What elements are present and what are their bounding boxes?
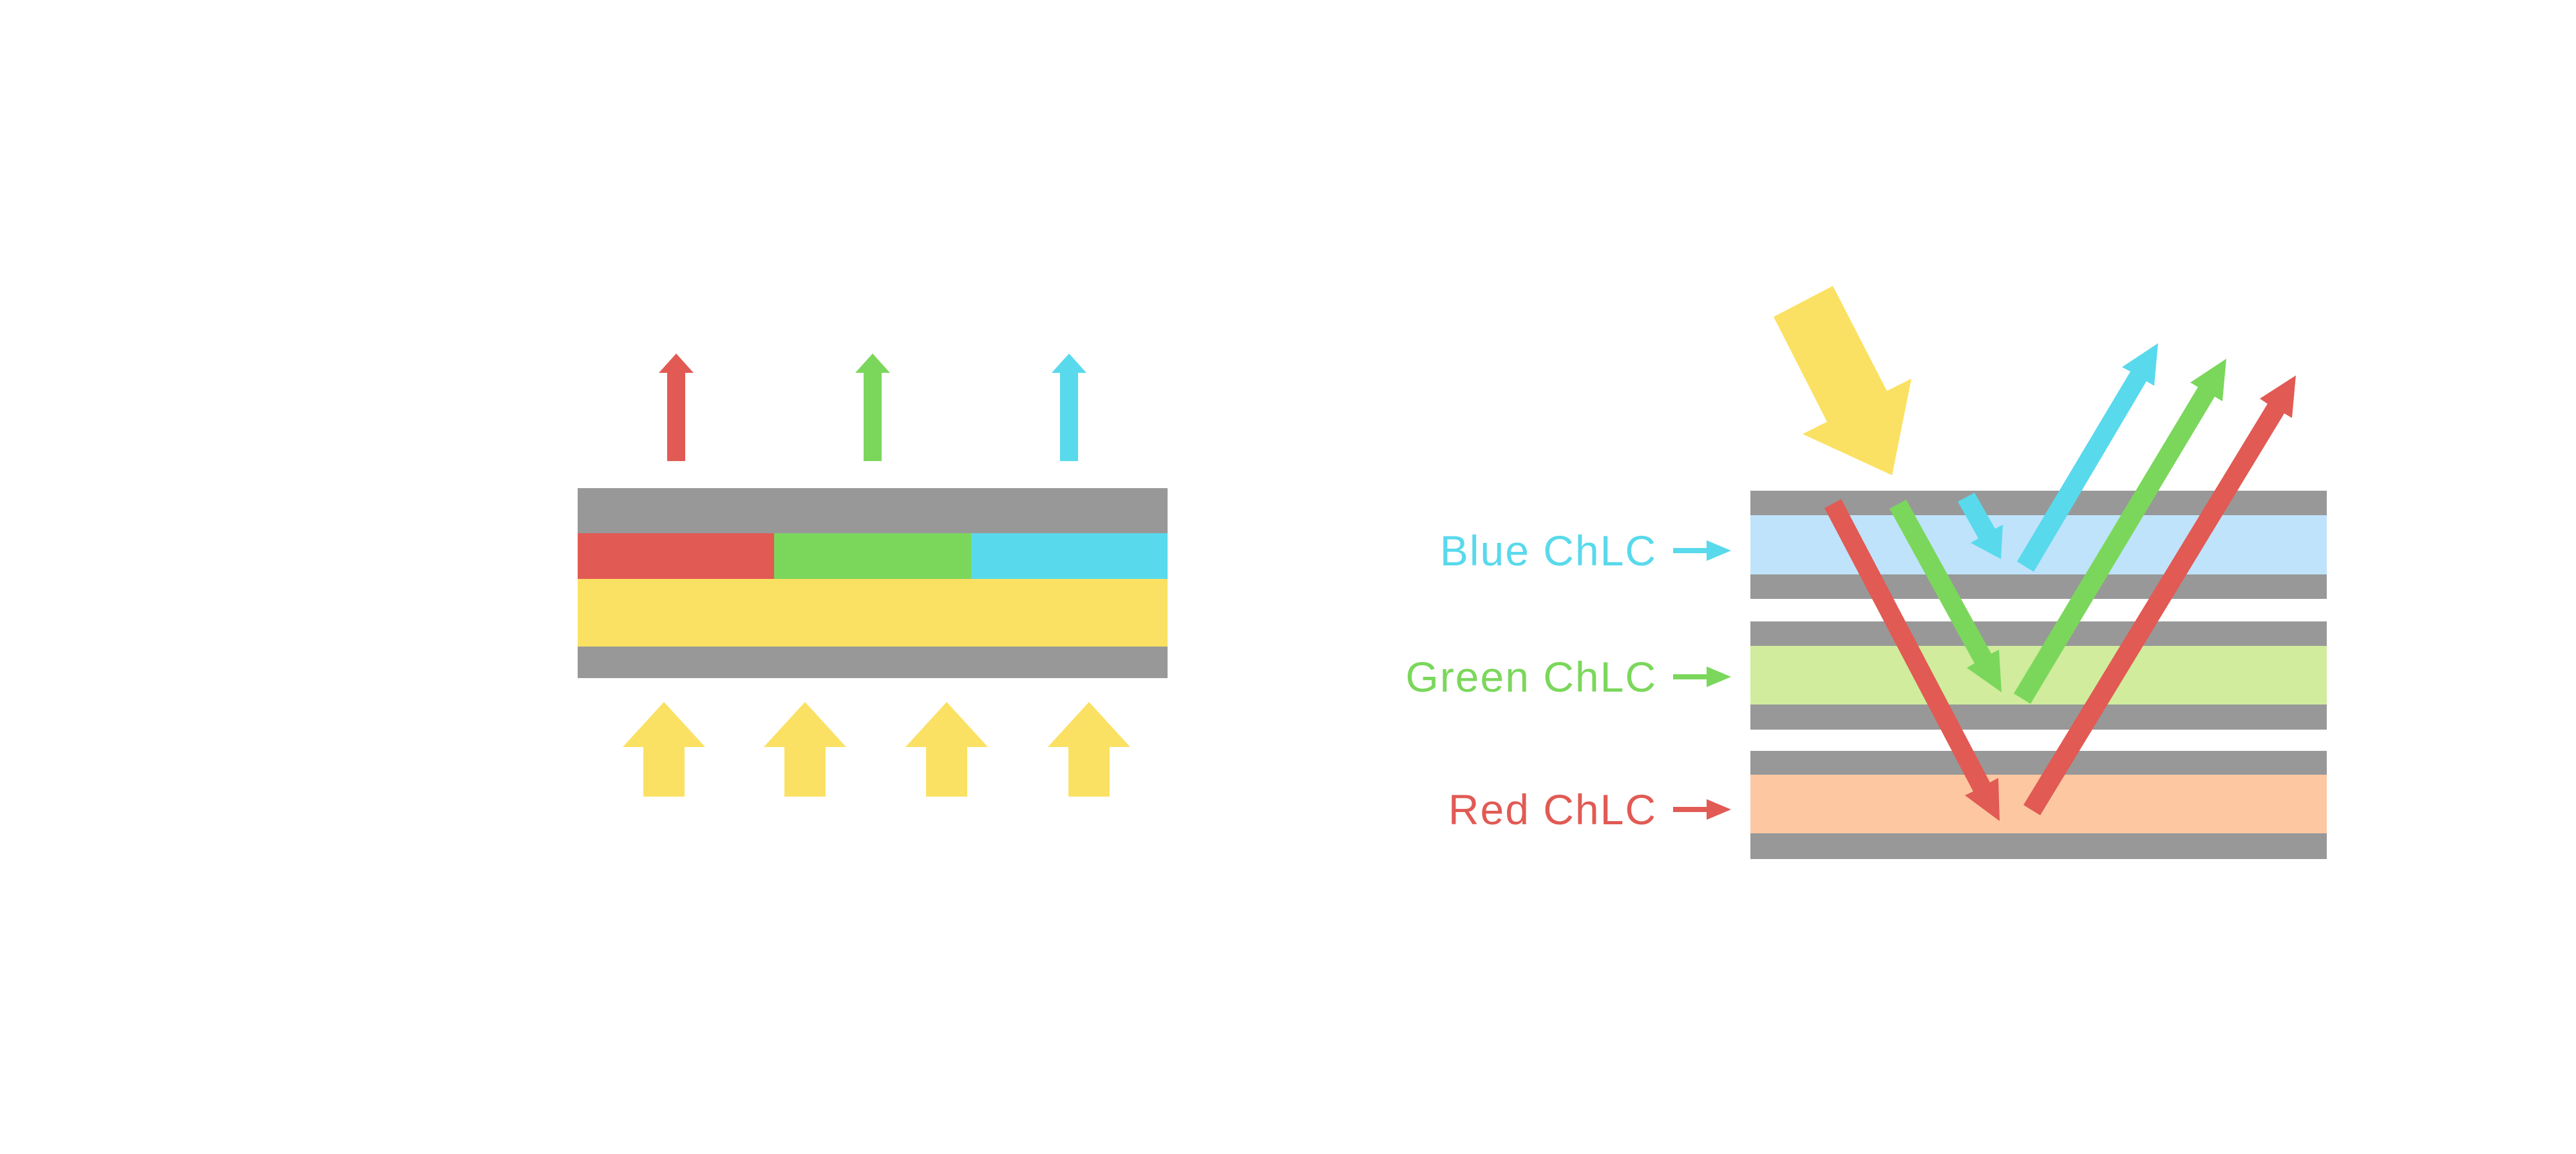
backlight-arrows	[623, 702, 1130, 797]
incident-light-arrow-icon	[1774, 286, 1911, 475]
green-reflected-ray-arrow-icon	[2014, 359, 2226, 704]
cyan-pixel-segment	[971, 533, 1168, 579]
red-chlc-label: Red ChLC	[1448, 786, 1657, 833]
red-label-pointer-arrow-icon	[1673, 799, 1731, 820]
cyan-emitted-arrow-icon	[1052, 354, 1086, 461]
green-descending-ray-arrow-icon	[1889, 500, 2002, 692]
left-panel-stack	[578, 488, 1168, 678]
red-cell-bottom-substrate	[1750, 833, 2327, 859]
green-cell-top-substrate	[1750, 621, 2327, 646]
green-label-pointer-arrow-icon	[1673, 667, 1731, 687]
red-reflected-ray-arrow-icon	[2023, 375, 2296, 815]
backlight-arrow-icon	[1048, 702, 1130, 797]
descending-rays	[1824, 493, 2003, 821]
left-diagram	[578, 354, 1168, 797]
green-emitted-arrow-icon	[855, 354, 890, 461]
backlight-arrow-icon	[764, 702, 846, 797]
green-chlc-label: Green ChLC	[1405, 653, 1657, 701]
blue-cell-bottom-substrate	[1750, 574, 2327, 599]
backlight-layer	[578, 579, 1168, 647]
green-cell-bottom-substrate	[1750, 705, 2327, 730]
red-descending-ray-arrow-icon	[1824, 499, 2000, 821]
right-diagram: Blue ChLC Green ChLC Red ChLC	[1405, 286, 2327, 859]
blue-chlc-label: Blue ChLC	[1440, 527, 1657, 574]
left-bottom-substrate	[578, 647, 1168, 678]
layer-labels: Blue ChLC Green ChLC Red ChLC	[1405, 527, 1731, 833]
red-emitted-arrow-icon	[659, 354, 694, 461]
cyan-reflected-ray-arrow-icon	[2017, 343, 2158, 572]
emitted-light-arrows	[659, 354, 1086, 461]
backlight-arrow-icon	[905, 702, 988, 797]
blue-label-pointer-arrow-icon	[1673, 540, 1731, 561]
red-pixel-segment	[578, 533, 774, 579]
green-pixel-segment	[774, 533, 971, 579]
left-top-substrate	[578, 488, 1168, 533]
reflected-rays	[2014, 343, 2296, 815]
backlight-arrow-icon	[623, 702, 705, 797]
red-cell-top-substrate	[1750, 751, 2327, 775]
cyan-descending-ray-arrow-icon	[1958, 493, 2003, 559]
